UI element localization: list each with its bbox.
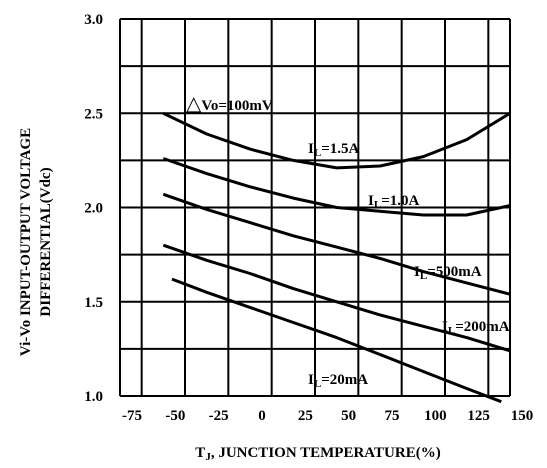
- x-tick-label: -25: [209, 408, 229, 424]
- x-tick-label: 0: [258, 408, 266, 424]
- x-tick-label: -75: [122, 408, 142, 424]
- x-tick-label: 50: [341, 408, 356, 424]
- series-label: IL=500mA: [414, 264, 482, 282]
- y-tick-labels: 1.0 1.5 2.0 2.5 3.0: [84, 12, 103, 405]
- y-axis-title: Vi-Vo INPUT-OUTPUT VOLTAGE DIFFERENTIAL(…: [18, 128, 54, 356]
- series-label: IL=1.5A: [308, 141, 359, 159]
- series-label-sub: L: [314, 147, 321, 159]
- series-label-main: I: [368, 193, 374, 209]
- series-line-il-200ma: [162, 243, 511, 353]
- series-label-rest: =200mA: [455, 319, 510, 335]
- series-label: IL=200mA: [442, 319, 510, 337]
- y-tick-label: 2.0: [84, 201, 103, 217]
- x-tick-label: 125: [467, 408, 490, 424]
- y-tick-label: 1.5: [84, 295, 103, 311]
- series-label-sub: L: [448, 325, 455, 337]
- x-axis-title: TJ, JUNCTION TEMPERATURE(%): [195, 445, 440, 463]
- y-tick-label: 3.0: [84, 12, 103, 28]
- series-label: IL=20mA: [308, 372, 368, 390]
- series-label-main: I: [308, 372, 314, 388]
- grid: [119, 18, 511, 397]
- x-axis-title-main: T: [195, 445, 205, 461]
- x-tick-labels: -75 -50 -25 0 25 50 75 100 125 150: [122, 408, 533, 424]
- series-label-sub: L: [420, 270, 427, 282]
- series-label-sub: L: [314, 378, 321, 390]
- y-axis-title-line-1: Vi-Vo INPUT-OUTPUT VOLTAGE: [18, 128, 34, 356]
- series-label-main: I: [414, 264, 420, 280]
- delta-symbol: △: [186, 93, 202, 115]
- x-axis-title-rest: , JUNCTION TEMPERATURE(%): [211, 445, 441, 461]
- x-tick-label: 75: [385, 408, 400, 424]
- x-axis-title-sub: J: [205, 451, 211, 463]
- series-line-il-500ma: [162, 192, 511, 296]
- condition-annotation-text: Vo=100mV: [201, 98, 272, 114]
- series-line-il-1-0a: [162, 157, 511, 217]
- series-label-main: I: [442, 319, 448, 335]
- series-label-rest: =1.0A: [381, 193, 419, 209]
- condition-annotation: △Vo=100mV: [186, 93, 273, 115]
- x-tick-label: -50: [165, 408, 185, 424]
- series-line-il-1-5a: [162, 111, 511, 170]
- series-label-rest: =20mA: [321, 372, 368, 388]
- y-tick-label: 2.5: [84, 106, 103, 122]
- series-label-rest: =1.5A: [321, 141, 359, 157]
- series-label: IL=1.0A: [368, 193, 419, 211]
- series-label-sub: L: [374, 199, 381, 211]
- series-label-rest: =500mA: [427, 264, 482, 280]
- series-label-main: I: [308, 141, 314, 157]
- x-tick-label: 25: [298, 408, 313, 424]
- y-tick-label: 1.0: [84, 389, 103, 405]
- x-tick-label: 150: [511, 408, 534, 424]
- series-line-il-20ma: [171, 277, 502, 404]
- x-tick-label: 100: [424, 408, 447, 424]
- y-axis-title-line-2: DIFFERENTIAL(Vdc): [38, 167, 54, 316]
- series-group: [162, 111, 511, 404]
